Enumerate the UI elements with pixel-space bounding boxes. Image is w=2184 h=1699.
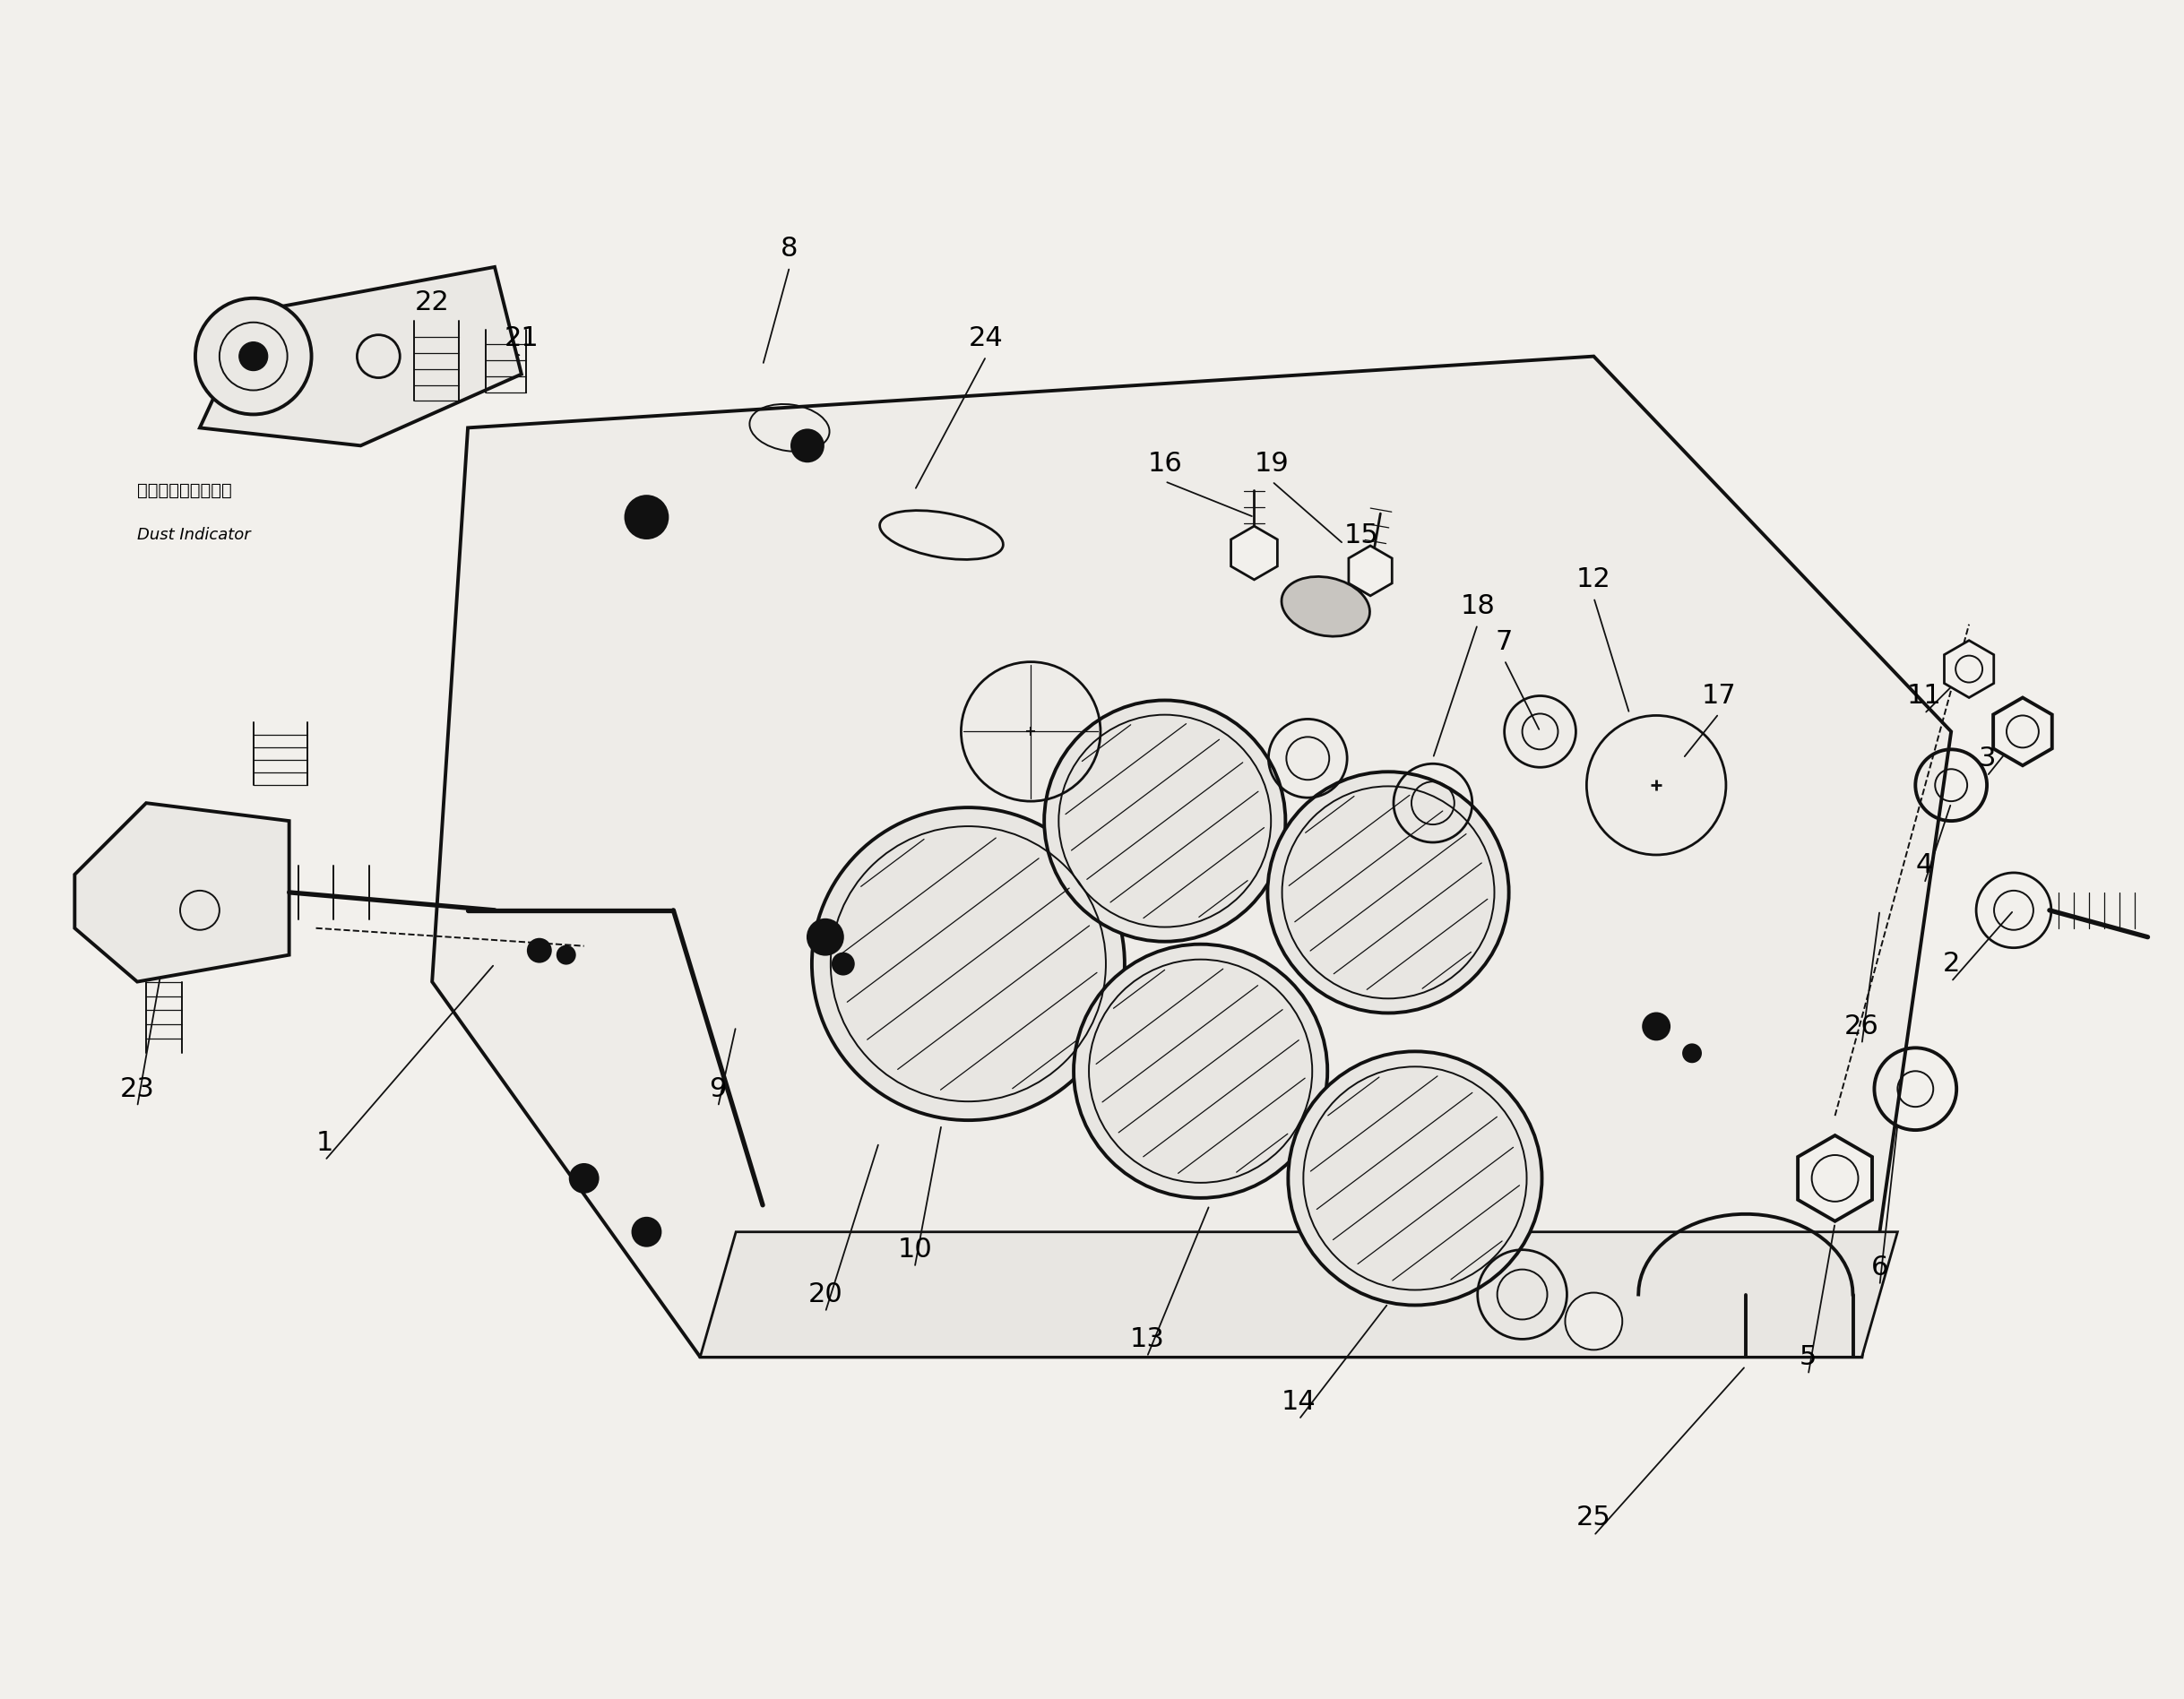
Text: 11: 11 [1907,683,1942,708]
Circle shape [1566,1293,1623,1349]
Text: 10: 10 [898,1237,933,1262]
Text: 15: 15 [1343,522,1378,549]
Text: 20: 20 [808,1281,843,1308]
Polygon shape [74,804,288,982]
Circle shape [808,919,843,955]
Text: 4: 4 [1915,853,1933,878]
Polygon shape [701,1232,1898,1358]
Circle shape [238,341,269,370]
Ellipse shape [1282,576,1369,637]
Text: 24: 24 [970,326,1002,352]
Text: 18: 18 [1461,593,1496,620]
Circle shape [1267,771,1509,1013]
Text: 2: 2 [1942,951,1959,977]
Circle shape [791,430,823,462]
Text: ダストインジケータ: ダストインジケータ [138,483,232,500]
Text: 7: 7 [1496,629,1514,656]
Text: 1: 1 [317,1130,334,1155]
Circle shape [570,1164,598,1193]
Text: 19: 19 [1254,450,1289,476]
Circle shape [1684,1045,1701,1062]
Circle shape [194,299,312,415]
Circle shape [1642,1013,1671,1040]
Polygon shape [432,357,1950,1358]
Circle shape [812,807,1125,1120]
Text: 3: 3 [1979,746,1996,771]
Text: 8: 8 [782,236,799,262]
Text: 9: 9 [710,1075,727,1103]
Circle shape [1044,700,1286,941]
Text: 22: 22 [415,291,450,316]
Text: 26: 26 [1845,1013,1878,1040]
Text: 23: 23 [120,1075,155,1103]
Polygon shape [1350,545,1391,596]
Circle shape [1075,945,1328,1198]
Text: 21: 21 [505,326,539,352]
Text: Dust Indicator: Dust Indicator [138,527,251,544]
Circle shape [529,940,550,962]
Circle shape [625,496,668,539]
Polygon shape [1994,698,2053,766]
Polygon shape [199,267,522,445]
Circle shape [631,1218,662,1245]
Polygon shape [1944,641,1994,698]
Text: 14: 14 [1282,1388,1317,1415]
Text: 6: 6 [1872,1254,1889,1281]
Text: 17: 17 [1701,683,1736,708]
Text: 12: 12 [1577,567,1612,593]
Text: 16: 16 [1147,450,1182,476]
Circle shape [1289,1052,1542,1305]
Polygon shape [1797,1135,1872,1222]
Text: 13: 13 [1129,1327,1164,1352]
Circle shape [832,953,854,975]
Circle shape [557,946,574,963]
Text: 5: 5 [1800,1344,1817,1369]
Polygon shape [1232,527,1278,579]
Text: 25: 25 [1577,1505,1612,1531]
